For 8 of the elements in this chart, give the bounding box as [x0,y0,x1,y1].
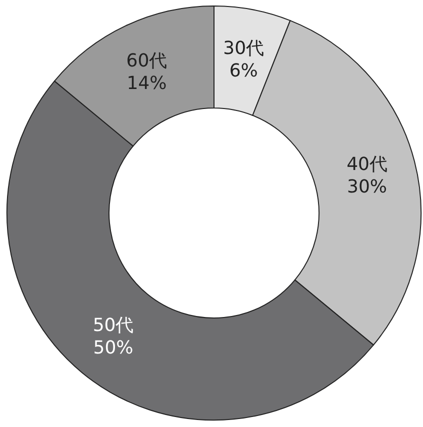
slice-label: 60代 [126,50,168,72]
data-label: 14% [126,72,167,94]
data-label: 6% [229,60,258,82]
data-label: 30% [347,176,388,198]
data-label: 50% [93,338,134,359]
slice-label: 30代 [223,38,264,60]
slice-label: 40代 [346,154,388,176]
slice-label: 50代 [92,315,134,336]
